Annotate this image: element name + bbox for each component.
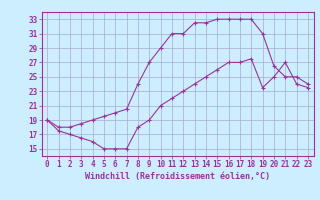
- X-axis label: Windchill (Refroidissement éolien,°C): Windchill (Refroidissement éolien,°C): [85, 172, 270, 181]
